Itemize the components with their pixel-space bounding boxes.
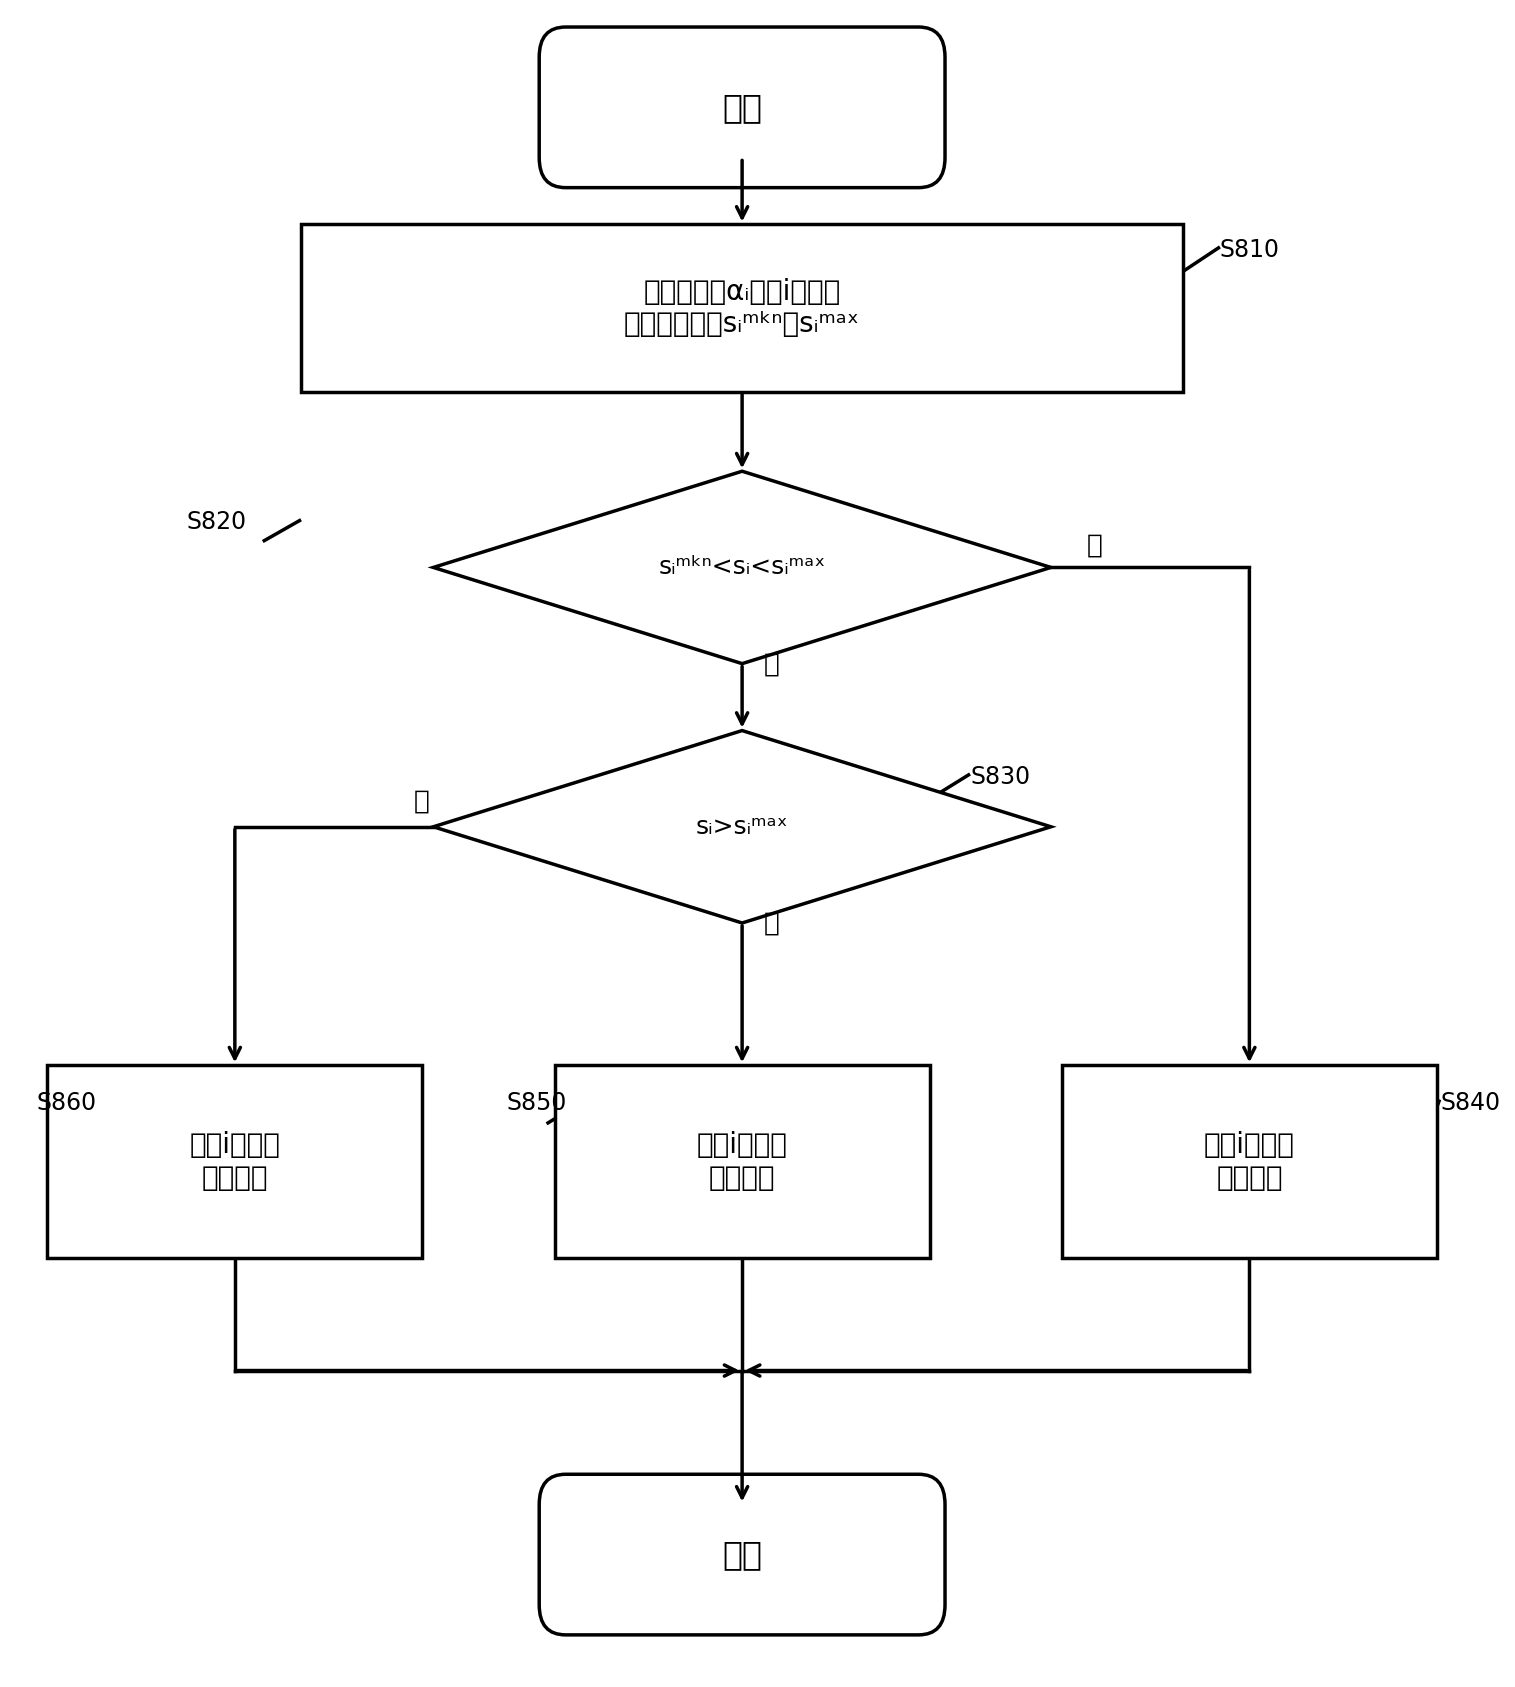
Text: S860: S860 [36,1091,97,1115]
Text: S820: S820 [186,509,247,535]
Text: S830: S830 [970,764,1030,788]
Bar [1062,1064,1436,1257]
FancyBboxPatch shape [539,1474,945,1635]
Text: 根据侧偏角αᵢ设定i号车轮
滑动率门限值sᵢᵐᵏⁿ和sᵢᵐᵃˣ: 根据侧偏角αᵢ设定i号车轮 滑动率门限值sᵢᵐᵏⁿ和sᵢᵐᵃˣ [624,278,861,339]
Bar [301,224,1183,391]
Text: 增加i号车轮
的制动力: 增加i号车轮 的制动力 [189,1132,280,1191]
Text: 返回: 返回 [723,1539,762,1571]
Text: S850: S850 [508,1091,567,1115]
Text: 减小i号车轮
的制动力: 减小i号车轮 的制动力 [697,1132,788,1191]
Text: 否: 否 [764,651,779,678]
FancyBboxPatch shape [539,27,945,187]
Text: sᵢ>sᵢᵐᵃˣ: sᵢ>sᵢᵐᵃˣ [695,815,788,838]
Text: 保持i号车轮
的制动力: 保持i号车轮 的制动力 [1204,1132,1295,1191]
Text: S840: S840 [1441,1091,1501,1115]
Text: 开始: 开始 [723,91,762,123]
Text: 否: 否 [414,788,430,815]
Polygon shape [433,471,1051,663]
Bar [47,1064,423,1257]
Text: 是: 是 [764,911,779,936]
Text: 是: 是 [1088,533,1103,558]
Polygon shape [433,730,1051,923]
Text: S810: S810 [1220,238,1280,261]
Text: sᵢᵐᵏⁿ<sᵢ<sᵢᵐᵃˣ: sᵢᵐᵏⁿ<sᵢ<sᵢᵐᵃˣ [659,555,826,579]
Bar [554,1064,930,1257]
